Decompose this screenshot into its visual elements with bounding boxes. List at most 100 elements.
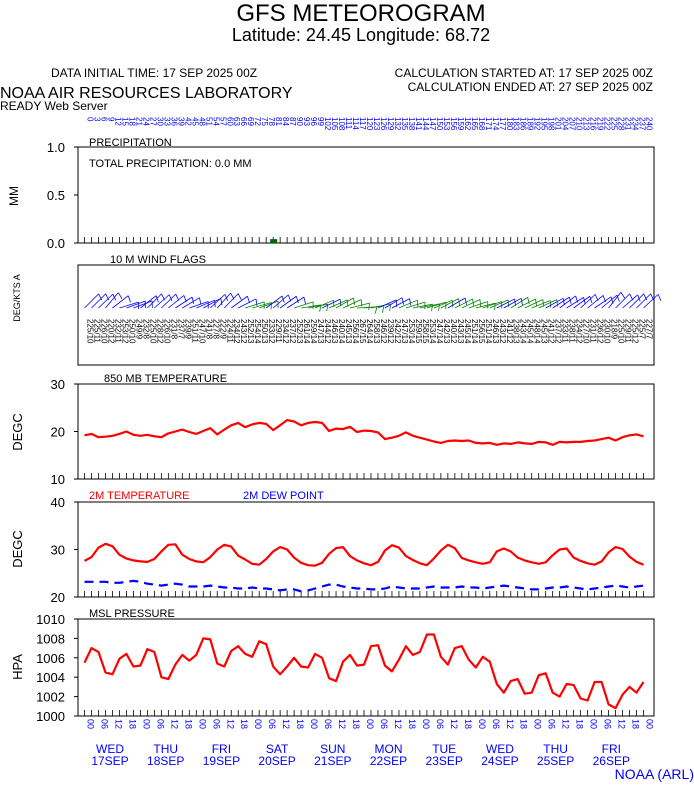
wind-value-label: 259/15	[414, 319, 423, 344]
wind-barb-flag	[451, 300, 454, 308]
hour-label: 12	[281, 719, 291, 729]
wind-barb-shaft	[84, 293, 99, 309]
wind-barb-flag	[295, 296, 299, 304]
wind-barb-shaft	[524, 299, 544, 309]
hour-label: 39	[176, 117, 185, 126]
wind-value-label: 247/13	[400, 319, 409, 344]
wind-value-label: 218/9	[610, 319, 619, 340]
hour-label: 06	[211, 719, 221, 729]
wind-barb-shaft	[489, 299, 509, 309]
wind-barb-flag	[381, 305, 385, 313]
wind-value-label: 225/7	[638, 319, 647, 340]
wind-barb-shaft	[447, 297, 466, 309]
y-tick-label: 30	[51, 543, 65, 558]
hour-label: 138	[407, 117, 416, 131]
hour-label: 18	[295, 719, 305, 729]
wind-value-label: 239/12	[386, 319, 395, 344]
hour-label: 12	[505, 719, 515, 729]
wind-barb-shaft	[629, 293, 644, 309]
wind-barb-shaft	[643, 294, 659, 309]
wind-value-label: 227/8	[211, 319, 220, 340]
legend-temperature: 2M TEMPERATURE	[89, 490, 189, 502]
temp-850-line	[84, 419, 644, 446]
wind-barb-shaft	[573, 295, 591, 309]
hour-label: 99	[316, 117, 325, 126]
hour-label: 63	[232, 117, 241, 126]
hour-label: 159	[456, 117, 465, 131]
wind-value-label: 243/13	[456, 319, 465, 344]
wind-value-label: 222/9	[218, 319, 227, 340]
wind-barb-flag	[569, 297, 572, 304]
wind-barb-shaft	[587, 295, 604, 309]
panel-title: 10 M WIND FLAGS	[110, 254, 206, 266]
wind-barb-shaft	[440, 298, 459, 309]
wind-value-label: 256/14	[351, 319, 360, 344]
wind-barb-shaft	[538, 299, 557, 309]
panel-title: MSL PRESSURE	[89, 608, 175, 620]
hour-label: 183	[512, 117, 521, 131]
wind-barb-flag	[191, 297, 195, 304]
hour-label: 00	[477, 719, 487, 729]
wind-barb-shaft	[126, 300, 146, 309]
y-tick-label: 1.0	[47, 140, 65, 155]
wind-value-label: 233/12	[267, 319, 276, 344]
hour-label: 96	[309, 117, 318, 126]
hour-label: 18	[519, 719, 529, 729]
wind-barb-shaft	[349, 302, 370, 309]
hour-label: 237	[638, 117, 647, 131]
wind-value-label: 232/11	[113, 319, 122, 343]
wind-barb-shaft	[119, 301, 139, 309]
hour-label: 33	[162, 117, 171, 126]
hour-label: 78	[267, 117, 276, 126]
hour-label: 240	[645, 117, 654, 131]
wind-value-label: 247/13	[316, 319, 325, 344]
wind-value-label: 225/10	[148, 319, 157, 344]
y-tick-label: 0.0	[47, 236, 65, 251]
hour-label: 129	[386, 117, 395, 131]
wind-value-label: 249/9	[134, 319, 143, 340]
wind-barb-flag	[220, 298, 223, 306]
wind-value-label: 261/14	[302, 319, 311, 344]
wind-barb-shaft	[503, 297, 522, 309]
hour-label: 00	[645, 719, 655, 729]
wind-value-label: 264/14	[365, 319, 374, 344]
hour-label: 162	[463, 117, 472, 131]
hour-label: 21	[134, 117, 143, 126]
wind-barb-shaft	[531, 300, 551, 309]
dewpoint-line	[84, 579, 644, 593]
wind-value-label: 252/13	[295, 319, 304, 344]
wind-barb-shaft	[279, 295, 297, 309]
wind-barb-shaft	[419, 303, 440, 309]
wind-value-label: 225/10	[617, 319, 626, 344]
wind-value-label: 241/12	[547, 319, 556, 344]
wind-value-label: 252/13	[246, 319, 255, 344]
hour-label: 54	[211, 117, 220, 126]
hour-label: 144	[421, 117, 430, 131]
hour-label: 06	[603, 719, 613, 729]
wind-barb-flag	[401, 297, 404, 305]
wind-value-label: 253/12	[120, 319, 129, 344]
y-tick-label: 0.5	[47, 188, 65, 203]
wind-barb-shaft	[426, 301, 447, 309]
wind-value-label: 246/12	[379, 319, 388, 344]
hour-label: 141	[414, 117, 423, 131]
page-title: GFS METEOROGRAM	[236, 0, 485, 27]
hour-label: 24	[141, 117, 150, 126]
y-axis-label: HPA	[10, 654, 25, 680]
hour-label: 12	[169, 719, 179, 729]
day-date: 22SEP	[370, 754, 407, 768]
panel-frame	[77, 618, 655, 717]
wind-value-label: 248/14	[533, 319, 542, 344]
wind-value-label: 237/12	[288, 319, 297, 344]
hour-label: 204	[561, 117, 570, 131]
wind-barb-shaft	[203, 297, 221, 309]
wind-value-label: 230/10	[603, 319, 612, 344]
wind-value-label: 246/13	[491, 319, 500, 344]
wind-barb-flag	[168, 294, 173, 302]
hour-label: 00	[421, 719, 431, 729]
wind-barb-shaft	[245, 301, 265, 309]
hour-label: 114	[351, 117, 360, 130]
hour-label: 12	[113, 719, 123, 729]
wind-barb-flag	[175, 293, 180, 301]
wind-value-label: 254/14	[253, 319, 262, 344]
